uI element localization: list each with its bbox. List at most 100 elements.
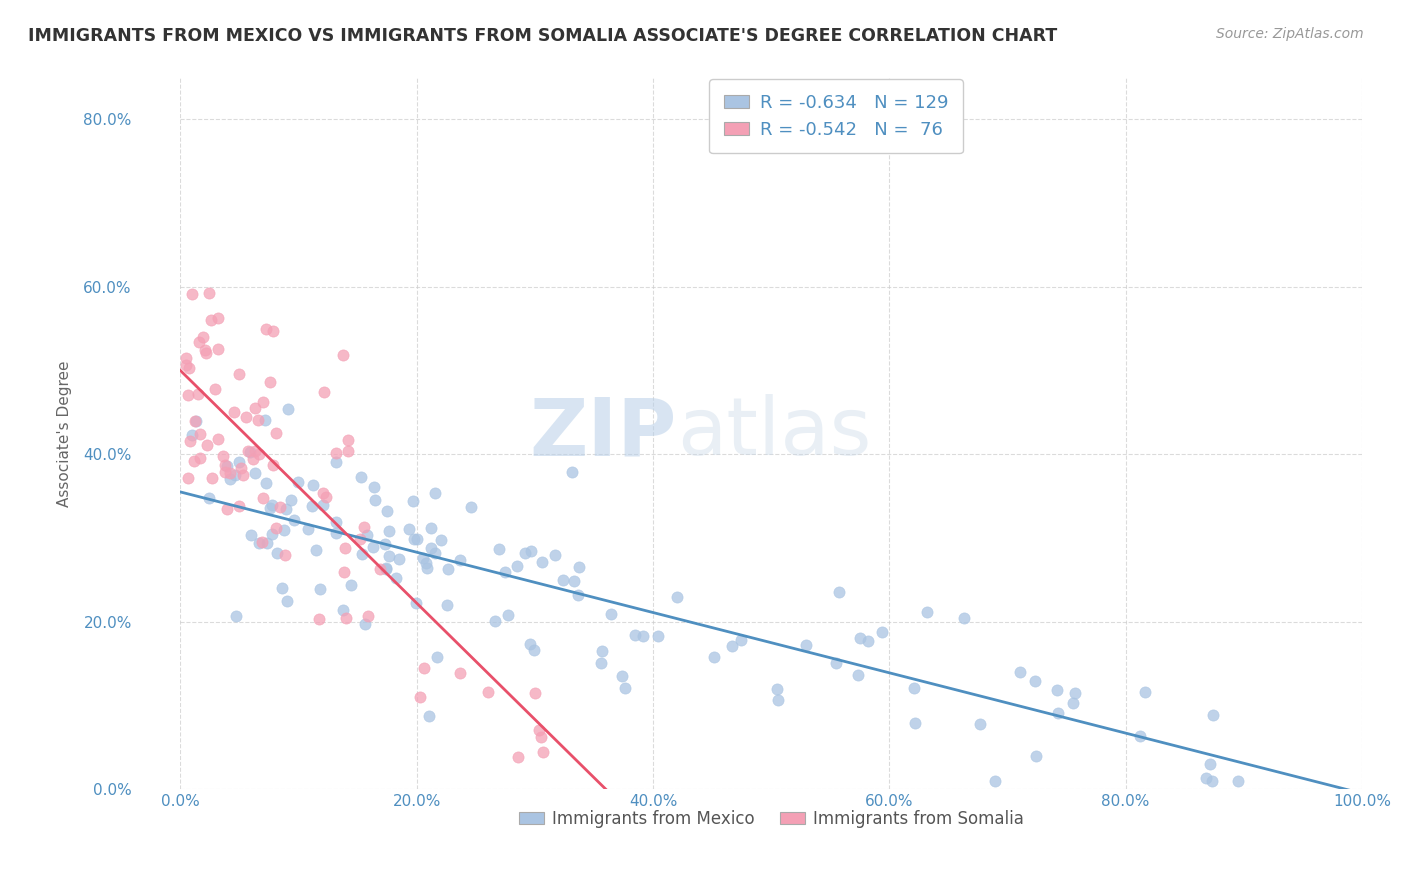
Point	[404, 533, 426, 547]
Point	[1133, 684, 1156, 698]
Point	[194, 343, 217, 357]
Point	[224, 467, 246, 482]
Point	[477, 685, 499, 699]
Point	[325, 454, 347, 468]
Point	[567, 588, 589, 602]
Point	[297, 522, 319, 536]
Point	[589, 656, 612, 670]
Point	[856, 633, 879, 648]
Point	[247, 447, 270, 461]
Point	[264, 425, 287, 440]
Point	[312, 498, 335, 512]
Point	[276, 502, 298, 516]
Point	[1047, 706, 1070, 720]
Point	[314, 384, 336, 399]
Point	[420, 521, 443, 535]
Point	[262, 499, 284, 513]
Point	[222, 405, 245, 419]
Point	[917, 605, 939, 619]
Point	[204, 382, 226, 396]
Point	[332, 348, 354, 362]
Point	[1045, 682, 1067, 697]
Point	[523, 643, 546, 657]
Point	[1202, 708, 1225, 723]
Point	[460, 500, 482, 515]
Point	[903, 681, 925, 695]
Point	[353, 617, 375, 632]
Point	[1025, 748, 1047, 763]
Point	[591, 644, 613, 658]
Point	[219, 472, 242, 486]
Point	[564, 574, 586, 588]
Point	[624, 628, 647, 642]
Point	[228, 367, 250, 381]
Point	[262, 324, 284, 338]
Point	[953, 611, 976, 625]
Point	[276, 594, 298, 608]
Point	[904, 716, 927, 731]
Point	[631, 629, 654, 643]
Point	[239, 527, 262, 541]
Point	[207, 310, 229, 325]
Point	[246, 413, 269, 427]
Point	[188, 450, 211, 465]
Point	[211, 449, 233, 463]
Point	[184, 414, 207, 428]
Point	[273, 523, 295, 537]
Point	[425, 546, 447, 560]
Point	[430, 533, 453, 547]
Point	[449, 553, 471, 567]
Point	[252, 491, 274, 506]
Point	[412, 551, 434, 566]
Point	[406, 532, 429, 546]
Point	[1201, 773, 1223, 788]
Point	[378, 524, 401, 538]
Point	[228, 499, 250, 513]
Point	[413, 660, 436, 674]
Point	[188, 334, 211, 349]
Point	[277, 401, 299, 416]
Point	[218, 467, 240, 481]
Point	[332, 602, 354, 616]
Point	[423, 486, 446, 500]
Point	[363, 480, 385, 494]
Point	[332, 565, 354, 579]
Point	[262, 458, 284, 472]
Point	[1024, 673, 1046, 688]
Point	[600, 607, 623, 622]
Point	[484, 614, 506, 628]
Point	[280, 492, 302, 507]
Point	[766, 682, 789, 697]
Point	[515, 546, 537, 560]
Point	[177, 388, 200, 402]
Point	[266, 546, 288, 560]
Point	[256, 536, 278, 550]
Point	[361, 540, 384, 554]
Point	[870, 624, 893, 639]
Point	[183, 454, 205, 468]
Point	[1129, 729, 1152, 743]
Point	[215, 502, 238, 516]
Point	[378, 549, 401, 564]
Point	[232, 467, 254, 482]
Point	[553, 573, 575, 587]
Point	[356, 527, 378, 541]
Point	[214, 458, 236, 472]
Point	[401, 493, 423, 508]
Text: IMMIGRANTS FROM MEXICO VS IMMIGRANTS FROM SOMALIA ASSOCIATE'S DEGREE CORRELATION: IMMIGRANTS FROM MEXICO VS IMMIGRANTS FRO…	[28, 27, 1057, 45]
Point	[356, 608, 378, 623]
Point	[794, 638, 817, 652]
Point	[519, 637, 541, 651]
Point	[508, 750, 530, 764]
Point	[375, 562, 398, 576]
Point	[191, 330, 214, 344]
Point	[201, 471, 224, 485]
Point	[243, 443, 266, 458]
Point	[215, 458, 238, 473]
Point	[437, 561, 460, 575]
Point	[269, 500, 291, 514]
Point	[370, 562, 392, 576]
Point	[301, 499, 323, 513]
Point	[436, 598, 458, 612]
Point	[228, 455, 250, 469]
